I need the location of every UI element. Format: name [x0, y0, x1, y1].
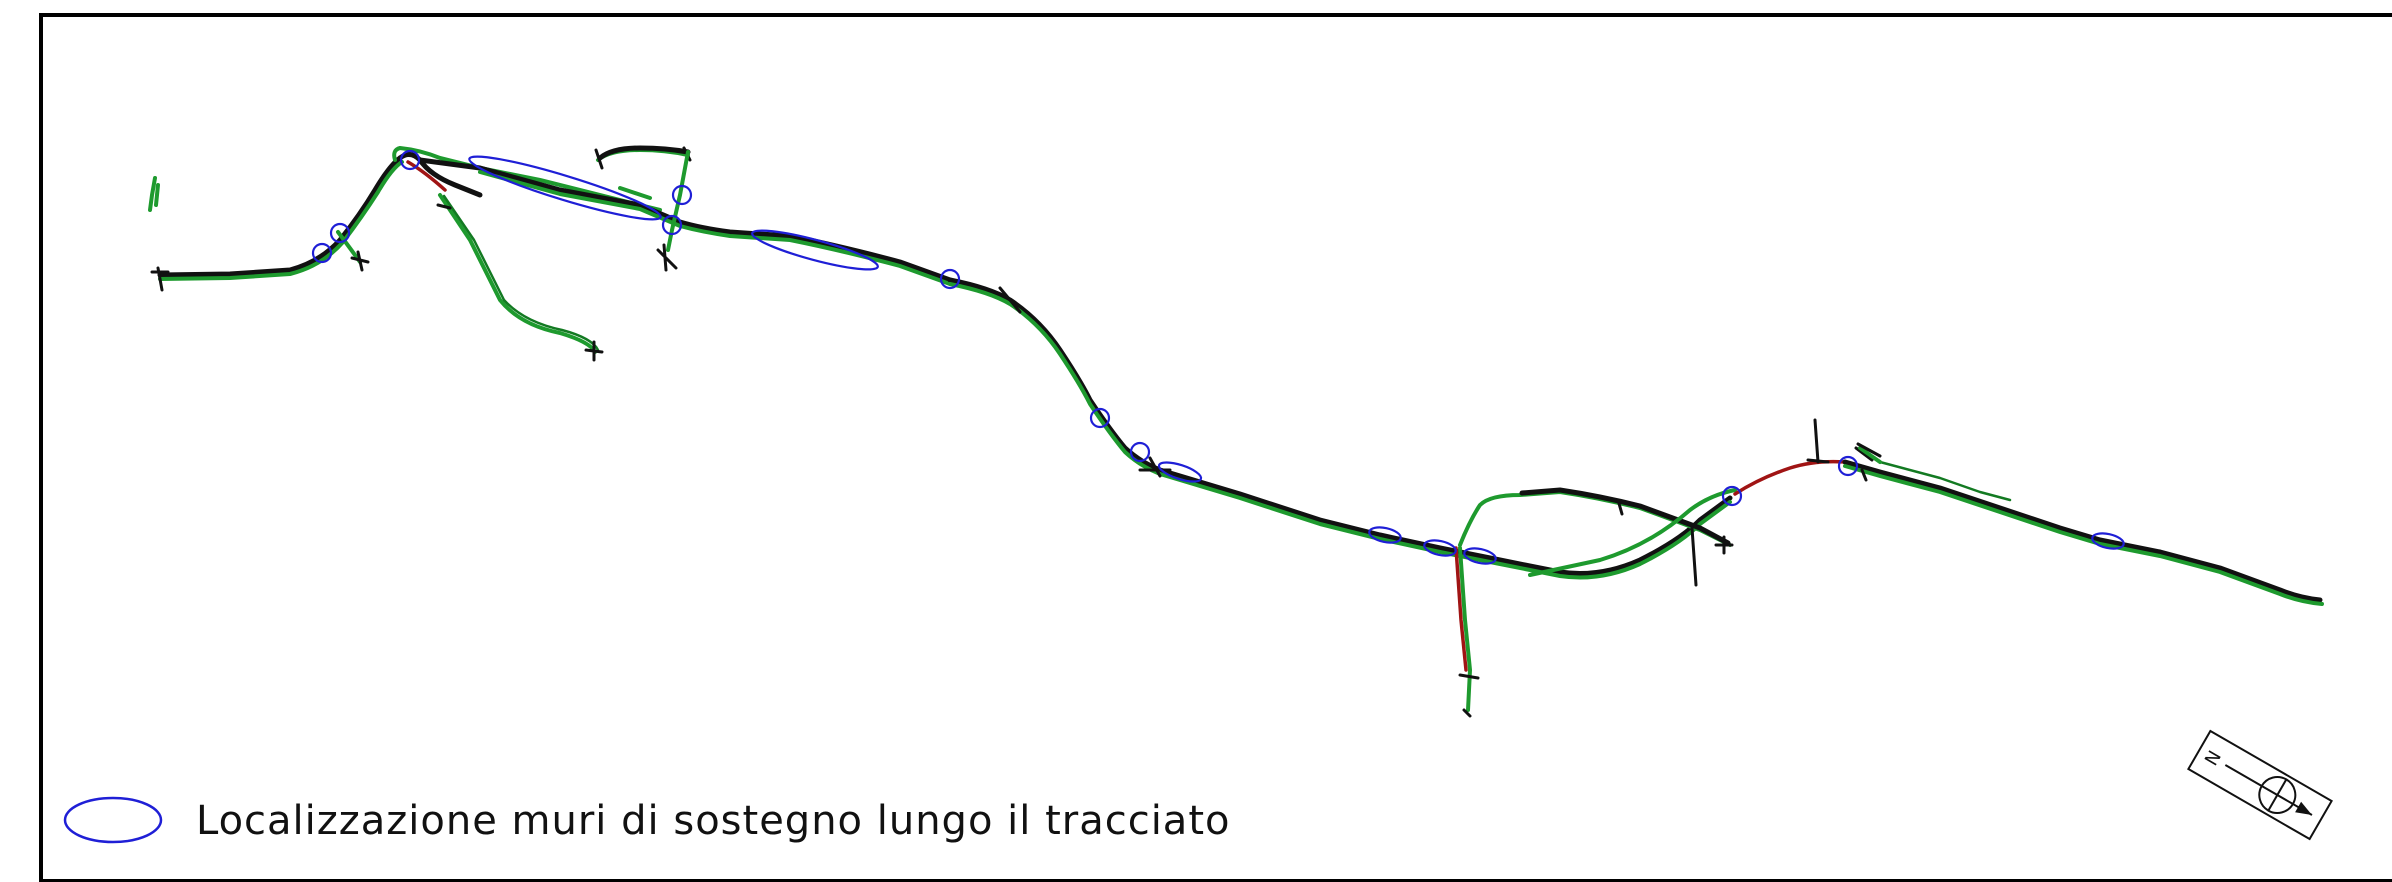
variant-east-red: [1733, 459, 1847, 496]
crossing-road-x670-end: [656, 243, 678, 272]
north-arrow-icon: N: [2187, 729, 2333, 841]
road-stub-north-2: [618, 186, 652, 200]
main-alignment-east-edge: [1843, 464, 2324, 606]
branch-southwest-end: [584, 340, 604, 362]
wall-marker: [1837, 455, 1859, 477]
wall-marker: [329, 222, 351, 244]
main-alignment-mid-edge: [948, 282, 1732, 580]
road-stub-northeast: [1858, 446, 1882, 464]
loop-upper-edge: [392, 146, 662, 212]
wall-marker: [939, 268, 961, 290]
mid-tick-2: [1138, 456, 1172, 478]
branch-southwest-mark: [436, 203, 452, 210]
spur-south: [1458, 546, 1472, 712]
wall-marker: [671, 184, 693, 206]
road-stub-north-core: [597, 145, 691, 161]
road-end-marker: [150, 266, 170, 292]
wall-marker: [2091, 532, 2125, 550]
legend-label: Localizzazione muri di sostegno lungo il…: [196, 798, 1230, 844]
branch-north-x1470-core: [1519, 487, 1731, 546]
main-alignment-west-edge: [158, 160, 404, 281]
wall-marker: [751, 229, 879, 271]
wall-marker: [468, 155, 662, 221]
main-alignment-east-parallel: [1878, 460, 2012, 502]
east-tick-1: [1854, 446, 1874, 482]
spur-south-end: [1458, 673, 1480, 718]
compass-needle: [2224, 764, 2313, 816]
main-alignment-west: [157, 155, 403, 278]
main-alignment-east: [1842, 459, 2323, 603]
road-stub-west: [148, 176, 160, 212]
wall-marker: [1157, 461, 1203, 483]
spur-south-red: [1454, 546, 1468, 672]
branch-north-end: [1714, 535, 1734, 555]
road-stub-northeast-core: [1856, 442, 1882, 458]
loop-upper-red: [406, 160, 447, 192]
wall-marker: [1368, 526, 1402, 544]
map-legend: Localizzazione muri di sostegno lungo il…: [63, 796, 1230, 844]
wall-marker: [1129, 441, 1151, 463]
wall-marker: [661, 214, 683, 236]
wall-marker: [1089, 407, 1111, 429]
road-network: [148, 145, 2324, 718]
wall-marker: [1423, 539, 1457, 557]
branch-southwest: [438, 193, 597, 354]
legend-wall-symbol: [63, 796, 163, 844]
main-alignment-mid: [947, 277, 1733, 576]
mid-tick-1: [998, 286, 1022, 314]
ramp-south-1-end: [350, 250, 370, 272]
variant-east-mark: [1806, 418, 1830, 464]
diagonal-link: [1528, 488, 1737, 577]
wall-marker: [399, 149, 421, 171]
diagonal-link-line: [1690, 526, 1698, 587]
crossing-road-x670: [666, 150, 690, 252]
drawing-frame: [39, 13, 2392, 882]
compass-cross: [2267, 778, 2288, 812]
branch-north-x1470: [1458, 490, 1732, 547]
wall-marker: [311, 242, 333, 264]
main-alignment-upper-edge: [478, 170, 952, 286]
wall-marker: [1721, 485, 1743, 507]
branch-southwest-inner: [442, 194, 600, 352]
wall-marker: [1463, 547, 1497, 565]
retaining-wall-markers: [311, 149, 2125, 565]
branch-north-mark: [1616, 498, 1624, 516]
compass-arrowhead: [2295, 801, 2312, 815]
